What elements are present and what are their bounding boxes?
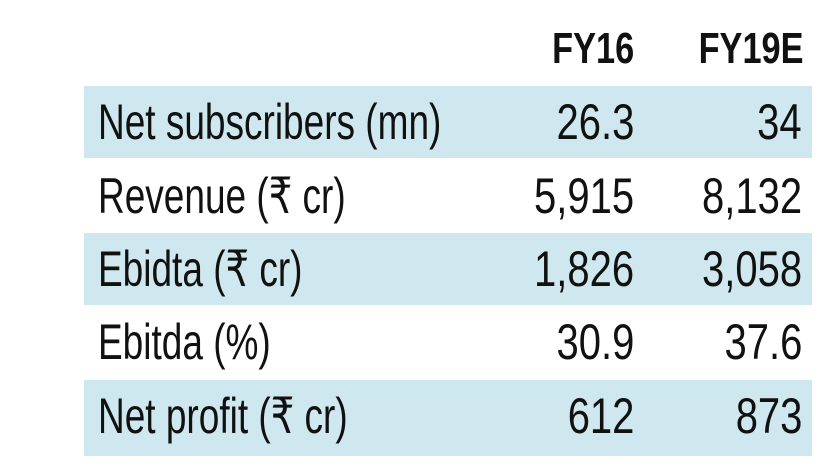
cell-fy16: 26.3 [556,94,634,150]
table-row: Ebidta (₹ cr) 1,826 3,058 [84,233,812,305]
row-label: Net profit (₹ cr) [98,388,348,444]
cell-fy16: 1,826 [533,241,634,297]
table-row: Net subscribers (mn) 26.3 34 [84,86,812,158]
cell-fy19e: 8,132 [701,168,802,224]
table-row: Revenue (₹ cr) 5,915 8,132 [84,160,812,232]
table-row: Ebitda (%) 30.9 37.6 [84,306,812,378]
cell-fy19e: 34 [757,94,803,150]
cell-fy16: 30.9 [556,314,634,370]
row-label: Net subscribers (mn) [98,94,442,150]
cell-fy19e: 37.6 [724,314,802,370]
cell-fy16: 612 [567,388,634,444]
column-header-fy19e: FY19E [699,24,804,73]
row-label: Ebidta (₹ cr) [98,241,303,297]
column-header-fy16: FY16 [551,24,634,73]
cell-fy19e: 873 [735,388,802,444]
cell-fy19e: 3,058 [701,241,802,297]
row-label: Revenue (₹ cr) [98,168,346,224]
row-label: Ebitda (%) [98,314,271,370]
table-row: Net profit (₹ cr) 612 873 [84,380,812,456]
cell-fy16: 5,915 [533,168,634,224]
